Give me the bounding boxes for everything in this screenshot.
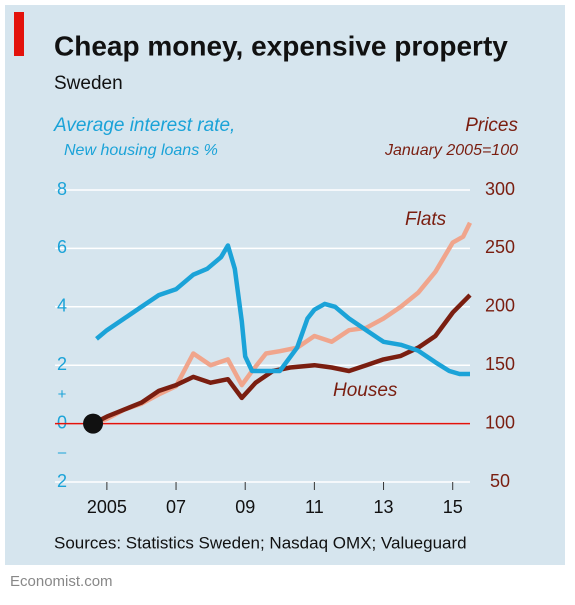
x-tick-label: 07: [166, 497, 186, 517]
x-tick-label: 15: [443, 497, 463, 517]
y2-tick-label: 300: [485, 179, 515, 199]
panel: [5, 5, 565, 565]
credit: Economist.com: [10, 573, 113, 590]
y-tick-label: 2: [57, 354, 67, 374]
series-line: [95, 243, 470, 377]
y-tick-label: 0: [57, 412, 67, 432]
y-tick-label: 2: [57, 471, 67, 491]
y-label: New housing loans %: [64, 142, 218, 159]
y2-tick-label: 200: [485, 296, 515, 316]
subtitle: Sweden: [54, 73, 123, 94]
series-label: Flats: [405, 209, 447, 230]
y2-tick-label: 100: [485, 412, 515, 432]
y-tick-label: 6: [57, 237, 67, 257]
y2-tick-label: 50: [490, 471, 510, 491]
sign-label: +: [58, 386, 67, 403]
sign-label: –: [58, 444, 67, 461]
y-tick-label: 8: [57, 179, 67, 199]
series-label: Houses: [333, 380, 398, 401]
source: Sources: Statistics Sweden; Nasdaq OMX; …: [54, 533, 467, 552]
y2-tick-label: 150: [485, 354, 515, 374]
x-tick-label: 2005: [87, 497, 127, 517]
chart-title: Cheap money, expensive property: [54, 30, 508, 61]
y2-label: Prices: [465, 115, 518, 136]
start-dot: [83, 413, 104, 434]
x-tick-label: 13: [374, 497, 394, 517]
y2-tick-label: 250: [485, 237, 515, 257]
y-label: Average interest rate,: [53, 115, 235, 136]
series-line: [92, 221, 473, 426]
x-tick-label: 11: [305, 497, 324, 517]
y-tick-label: 4: [57, 296, 67, 316]
red-tag: [14, 12, 24, 56]
x-tick-label: 09: [235, 497, 255, 517]
y2-label: January 2005=100: [384, 142, 518, 159]
